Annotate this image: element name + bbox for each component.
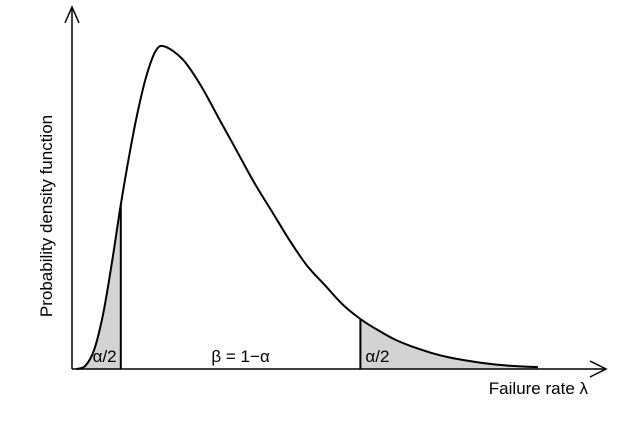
y-axis-label: Probability density function — [37, 115, 56, 317]
y-axis-arrowhead — [64, 5, 80, 24]
right-tail-label: α/2 — [365, 347, 389, 366]
left-tail-shaded-area — [76, 204, 121, 369]
middle-region-label: β = 1−α — [211, 347, 270, 366]
x-axis-label: Failure rate λ — [489, 379, 589, 398]
x-axis-arrowhead — [589, 360, 608, 378]
right-tail-shaded-area — [360, 319, 538, 369]
density-curve — [76, 44, 538, 370]
left-tail-label: α/2 — [93, 347, 117, 366]
